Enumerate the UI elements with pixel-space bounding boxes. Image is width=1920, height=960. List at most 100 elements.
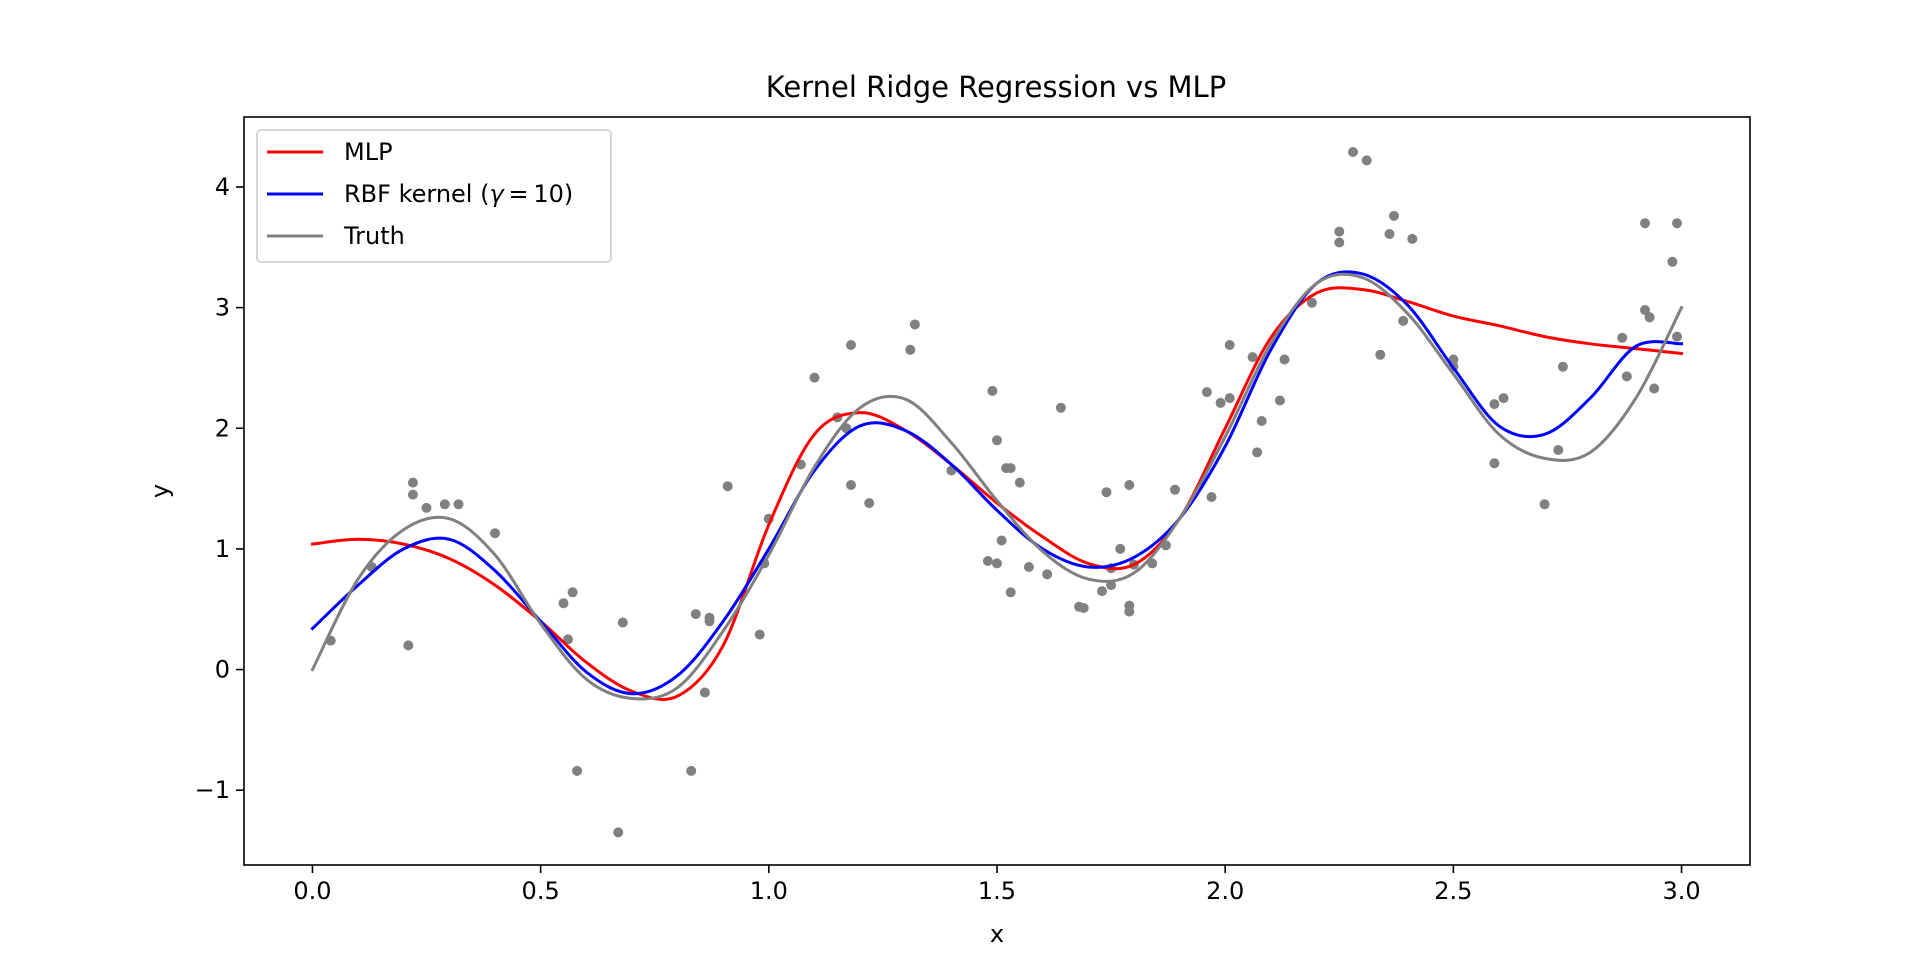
series-line-truth <box>310 272 1684 701</box>
y-axis-label: y <box>146 484 174 498</box>
scatter-point <box>1348 147 1358 157</box>
legend-label-truth: Truth <box>343 222 405 250</box>
scatter-point <box>1553 445 1564 455</box>
x-tick-label: 1.0 <box>750 877 788 905</box>
scatter-point <box>1055 402 1066 413</box>
scatter-point <box>1489 399 1500 410</box>
scatter-point <box>987 385 998 396</box>
plot-content <box>310 147 1684 838</box>
scatter-point <box>982 556 993 566</box>
scatter-point <box>754 629 765 640</box>
scatter-point <box>1101 487 1112 498</box>
series-line-rbf <box>310 270 1684 696</box>
legend-label-rbf: RBF kernel (γ = 10) <box>344 180 573 208</box>
legend: MLP RBF kernel (γ = 10) Truth <box>256 129 612 263</box>
scatter-point <box>1224 340 1235 350</box>
scatter-point <box>1398 315 1409 326</box>
scatter-point <box>1557 361 1568 372</box>
x-tick-label: 1.5 <box>978 877 1016 905</box>
y-tick-label: −1 <box>195 776 230 804</box>
scatter-point <box>407 477 418 488</box>
scatter-point <box>1078 603 1089 613</box>
scatter-point <box>1640 305 1650 315</box>
x-tick-label: 0.0 <box>293 877 331 905</box>
scatter-point <box>1498 393 1509 404</box>
scatter-point <box>690 609 701 620</box>
scatter-point <box>1667 256 1678 267</box>
scatter-point <box>1389 210 1399 221</box>
scatter-point <box>992 558 1002 569</box>
scatter-point <box>704 616 715 627</box>
scatter-point <box>996 535 1007 546</box>
scatter-point <box>558 598 569 609</box>
x-axis-label: x <box>990 920 1004 948</box>
scatter-point <box>1124 600 1135 611</box>
scatter-point <box>699 687 710 698</box>
scatter-point <box>1539 499 1550 510</box>
scatter-point <box>1215 397 1226 408</box>
y-tick-label: 1 <box>215 535 230 563</box>
scatter-point <box>846 340 856 350</box>
chart-title: Kernel Ridge Regression vs MLP <box>766 70 1226 104</box>
x-tick-label: 2.5 <box>1434 877 1472 905</box>
scatter-point <box>403 640 414 651</box>
scatter-point <box>846 480 856 490</box>
scatter-point <box>1621 371 1632 382</box>
scatter-point <box>1005 463 1016 474</box>
legend-box <box>256 129 612 263</box>
scatter-point <box>1124 480 1135 490</box>
scatter-point <box>567 587 578 598</box>
scatter-point <box>439 499 450 510</box>
scatter-point <box>992 435 1002 446</box>
scatter-point <box>1206 492 1217 502</box>
series-line-mlp <box>310 286 1684 701</box>
scatter-point <box>1649 383 1660 394</box>
scatter-point <box>1640 218 1650 229</box>
scatter-point <box>905 344 916 355</box>
scatter-point <box>1489 458 1500 469</box>
scatter-point <box>1617 332 1628 343</box>
legend-label-rbf-gamma: γ <box>489 180 505 208</box>
legend-label-mlp: MLP <box>344 138 393 166</box>
scatter-point <box>613 827 624 838</box>
scatter-point <box>572 765 583 776</box>
legend-label-rbf-prefix: RBF kernel ( <box>344 180 489 208</box>
scatter-point <box>1005 587 1016 598</box>
scatter-point <box>1252 447 1263 458</box>
scatter-point <box>1201 387 1212 398</box>
scatter-point <box>1279 354 1290 365</box>
scatter-point <box>1014 477 1025 488</box>
scatter-point <box>407 489 418 500</box>
scatter-point <box>1672 218 1682 229</box>
scatter-point <box>1256 416 1267 426</box>
y-tick-label: 4 <box>215 173 230 201</box>
scatter-point <box>809 372 820 383</box>
scatter-point <box>1375 349 1386 360</box>
scatter-point <box>617 617 628 628</box>
y-tick-label: 2 <box>215 414 230 442</box>
y-tick-label: 3 <box>215 294 230 322</box>
scatter-points <box>325 147 1682 838</box>
scatter-point <box>1384 229 1395 239</box>
scatter-point <box>1334 237 1345 248</box>
scatter-point <box>490 528 500 539</box>
scatter-point <box>1023 562 1034 572</box>
scatter-point <box>1097 586 1107 597</box>
scatter-point <box>421 502 432 513</box>
y-tick-label: 0 <box>215 656 230 684</box>
scatter-point <box>563 634 573 645</box>
x-tick-label: 0.5 <box>522 877 560 905</box>
x-axis: 0.0 0.5 1.0 1.5 2.0 2.5 3.0 <box>293 865 1701 905</box>
scatter-point <box>1306 297 1317 308</box>
x-tick-label: 2.0 <box>1206 877 1244 905</box>
scatter-point <box>1274 395 1285 406</box>
scatter-point <box>1115 543 1126 554</box>
scatter-point <box>1247 352 1258 363</box>
scatter-point <box>1361 155 1372 166</box>
scatter-point <box>453 499 464 510</box>
scatter-point <box>686 765 697 776</box>
scatter-point <box>1042 569 1053 580</box>
legend-label-rbf-suffix: = 10) <box>504 180 574 208</box>
scatter-point <box>1170 484 1180 495</box>
